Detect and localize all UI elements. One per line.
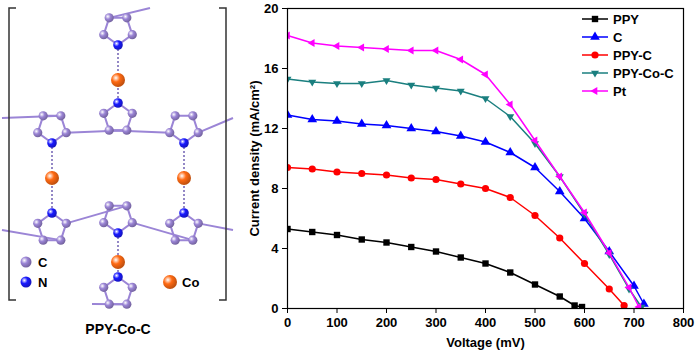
svg-text:100: 100 [326,315,348,330]
html-text:PPY-C: PPY-C [613,47,652,63]
html-text:C: C [613,29,623,45]
svg-text:700: 700 [623,315,645,330]
svg-text:500: 500 [524,315,546,330]
svg-text:N: N [38,275,47,290]
svg-text:Voltage (mV): Voltage (mV) [446,335,525,350]
svg-text:600: 600 [574,315,596,330]
html-text:PPY-Co-C: PPY-Co-C [613,65,674,81]
svg-text:200: 200 [376,315,398,330]
svg-text:300: 300 [425,315,447,330]
html-text:PPY: PPY [613,11,639,27]
svg-text:0: 0 [271,301,278,316]
svg-text:12: 12 [264,121,278,136]
svg-text:800: 800 [673,315,695,330]
svg-text:Current density (mA/cm²): Current density (mA/cm²) [247,80,262,236]
svg-text:20: 20 [264,1,278,16]
svg-text:16: 16 [264,61,278,76]
svg-text:8: 8 [271,181,278,196]
svg-text:400: 400 [475,315,497,330]
html-text:Pt: Pt [613,83,626,99]
svg-text:0: 0 [284,315,291,330]
svg-text:4: 4 [271,241,279,256]
svg-text:PPY-Co-C: PPY-Co-C [85,321,150,337]
svg-text:C: C [38,255,48,270]
svg-text:Co: Co [182,275,199,290]
